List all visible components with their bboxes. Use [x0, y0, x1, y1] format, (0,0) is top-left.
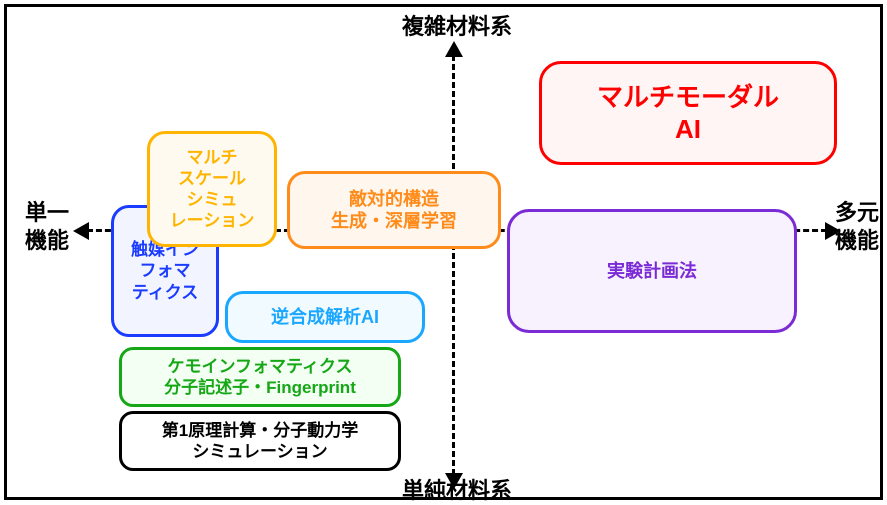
box-chemoinformatics: ケモインフォマティクス 分子記述子・Fingerprint [119, 347, 401, 407]
axis-label-right: 多元 機能 [829, 199, 885, 254]
box-multiscale-sim: マルチ スケール シミュ レーション [147, 131, 277, 247]
axis-label-left: 単一 機能 [15, 199, 79, 254]
box-retro-ai: 逆合成解析AI [225, 291, 425, 343]
box-first-principles: 第1原理計算・分子動力学 シミュレーション [119, 411, 401, 471]
diagram-frame: 複雑材料系 単純材料系 単一 機能 多元 機能 触媒イン フォマ ティクス 実験… [4, 4, 883, 500]
box-label: 逆合成解析AI [271, 306, 379, 329]
box-multimodal-ai: マルチモーダル AI [539, 61, 837, 165]
box-adversarial: 敵対的構造 生成・深層学習 [287, 171, 501, 249]
box-label: 第1原理計算・分子動力学 シミュレーション [162, 420, 358, 463]
arrow-up-icon [445, 41, 463, 57]
axis-label-bottom: 単純材料系 [387, 477, 527, 505]
box-label: ケモインフォマティクス 分子記述子・Fingerprint [164, 356, 356, 399]
box-label: 敵対的構造 生成・深層学習 [331, 188, 457, 233]
box-label: マルチ スケール シミュ レーション [170, 147, 255, 232]
axis-vertical [452, 55, 455, 475]
box-label: 実験計画法 [607, 260, 697, 283]
box-label: 触媒イン フォマ ティクス [131, 239, 199, 303]
box-label: マルチモーダル AI [597, 81, 779, 146]
axis-label-top: 複雑材料系 [387, 13, 527, 41]
box-doe: 実験計画法 [507, 209, 797, 333]
